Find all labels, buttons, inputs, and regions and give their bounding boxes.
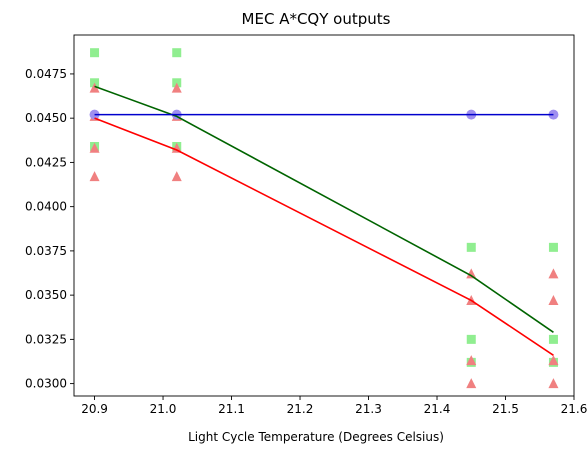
series-1-point-11 [466, 378, 477, 389]
series-1-point-0 [89, 82, 100, 93]
x-tick-label-7: 21.6 [561, 402, 587, 416]
plot-area: 20.9 21.0 21.1 21.2 21.3 21.4 21.5 21.6 0.0300 0.… [25, 34, 587, 416]
series-0-point-7 [466, 334, 476, 344]
y-tick-label-1: 0.0325 [25, 332, 67, 346]
y-tick-label-0: 0.0300 [25, 377, 67, 391]
x-tick-label-3: 21.2 [287, 402, 314, 416]
x-tick-label-0: 20.9 [81, 402, 108, 416]
y-tick-label-2: 0.0350 [25, 288, 67, 302]
series-1-point-15 [548, 378, 559, 389]
series-0-point-10 [548, 334, 558, 344]
y-tick-label-7: 0.0475 [25, 67, 67, 81]
series-0-point-3 [172, 48, 182, 58]
series-0-point-9 [548, 242, 558, 252]
series-1-trend-line [94, 117, 554, 356]
series-1-point-2 [89, 142, 100, 153]
series-1-point-12 [548, 268, 559, 279]
y-tick-label-5: 0.0425 [25, 155, 67, 169]
series-1-point-3 [89, 171, 100, 182]
series-1-point-6 [171, 142, 182, 153]
series-0-point-0 [90, 48, 100, 58]
series-1-point-4 [171, 82, 182, 93]
series-1-point-13 [548, 294, 559, 305]
y-tick-label-6: 0.0450 [25, 111, 67, 125]
series-1-point-8 [466, 268, 477, 279]
x-tick-label-2: 21.1 [218, 402, 245, 416]
series-1-point-7 [171, 171, 182, 182]
y-tick-label-3: 0.0375 [25, 244, 67, 258]
x-tick-label-6: 21.5 [492, 402, 519, 416]
x-tick-label-4: 21.3 [355, 402, 382, 416]
x-tick-label-5: 21.4 [424, 402, 451, 416]
chart-title: MEC A*CQY outputs [242, 10, 391, 28]
x-tick-label-1: 21.0 [150, 402, 177, 416]
series-0-point-6 [466, 242, 476, 252]
plot-frame [73, 34, 575, 397]
y-tick-label-4: 0.0400 [25, 200, 67, 214]
x-axis-label: Light Cycle Temperature (Degrees Celsius… [188, 430, 444, 444]
series-1-point-10 [466, 355, 477, 366]
series-0-trend-line [94, 85, 554, 333]
series-1-point-14 [548, 355, 559, 366]
